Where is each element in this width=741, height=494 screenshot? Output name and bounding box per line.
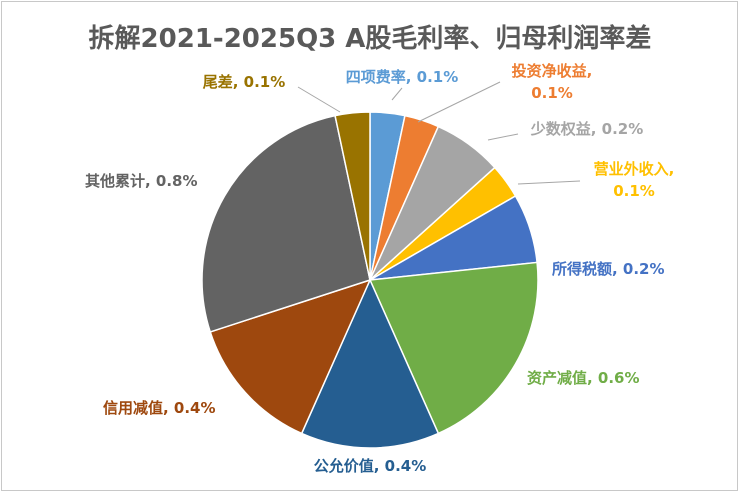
slice-label-value: 0.8% — [156, 172, 198, 190]
slice-label-value: 0.1% — [244, 73, 286, 91]
slice-label-9: 其他累计, 0.8% — [85, 172, 198, 190]
pie-slice-8 — [209, 278, 372, 435]
slice-label-3: 少数权益, 0.2% — [530, 120, 644, 138]
slice-label-name: 尾差, — [203, 73, 244, 91]
slice-label-value: 0.1% — [417, 68, 459, 86]
slice-label-name: 公允价值, — [314, 457, 385, 475]
chart-title: 拆解2021-2025Q3 A股毛利率、归母利润率差 — [89, 23, 652, 54]
slice-label-5: 所得税额, 0.2% — [552, 260, 665, 278]
slice-label-1: 四项费率, 0.1% — [346, 68, 459, 86]
slice-label-name: 营业外收入, — [594, 160, 675, 178]
leader-line-3 — [487, 133, 519, 141]
slice-labels: 四项费率, 0.1% 投资净收益, 0.1% 少数权益, 0.2% 营业外收入, 0.1%… — [85, 62, 674, 475]
pie-slice-7 — [300, 278, 440, 449]
leader-line-4 — [517, 180, 581, 185]
pie-slices — [201, 111, 539, 449]
pie-slice-9 — [201, 114, 371, 333]
pie-slice-6 — [368, 261, 539, 435]
slice-label-value: 0.1% — [613, 182, 655, 200]
slice-label-name: 少数权益, — [530, 120, 602, 138]
slice-label-value: 0.6% — [598, 369, 640, 387]
slice-label-value: 0.4% — [174, 399, 216, 417]
slice-label-10: 尾差, 0.1% — [203, 73, 286, 91]
leader-line-2 — [417, 81, 501, 123]
slice-label-6: 资产减值, 0.6% — [527, 369, 640, 387]
leader-line-10 — [297, 86, 341, 113]
leader-line-1 — [391, 87, 403, 101]
slice-label-name: 所得税额, — [552, 260, 623, 278]
slice-label-value: 0.2% — [623, 260, 665, 278]
slice-label-value: 0.4% — [385, 457, 427, 475]
slice-label-value: 0.2% — [602, 120, 644, 138]
slice-label-name: 投资净收益, — [512, 62, 593, 80]
slice-label-4: 营业外收入, 0.1% — [594, 160, 675, 200]
pie-slice-10 — [334, 111, 371, 281]
slice-label-name: 其他累计, — [85, 172, 156, 190]
slice-label-2: 投资净收益, 0.1% — [512, 62, 593, 102]
slice-label-name: 四项费率, — [346, 68, 417, 86]
slice-label-8: 信用减值, 0.4% — [103, 399, 216, 417]
leader-lines — [297, 81, 581, 185]
slice-label-name: 信用减值, — [103, 399, 174, 417]
slice-label-value: 0.1% — [531, 84, 573, 102]
slice-label-name: 资产减值, — [527, 369, 598, 387]
slice-label-7: 公允价值, 0.4% — [314, 457, 427, 475]
